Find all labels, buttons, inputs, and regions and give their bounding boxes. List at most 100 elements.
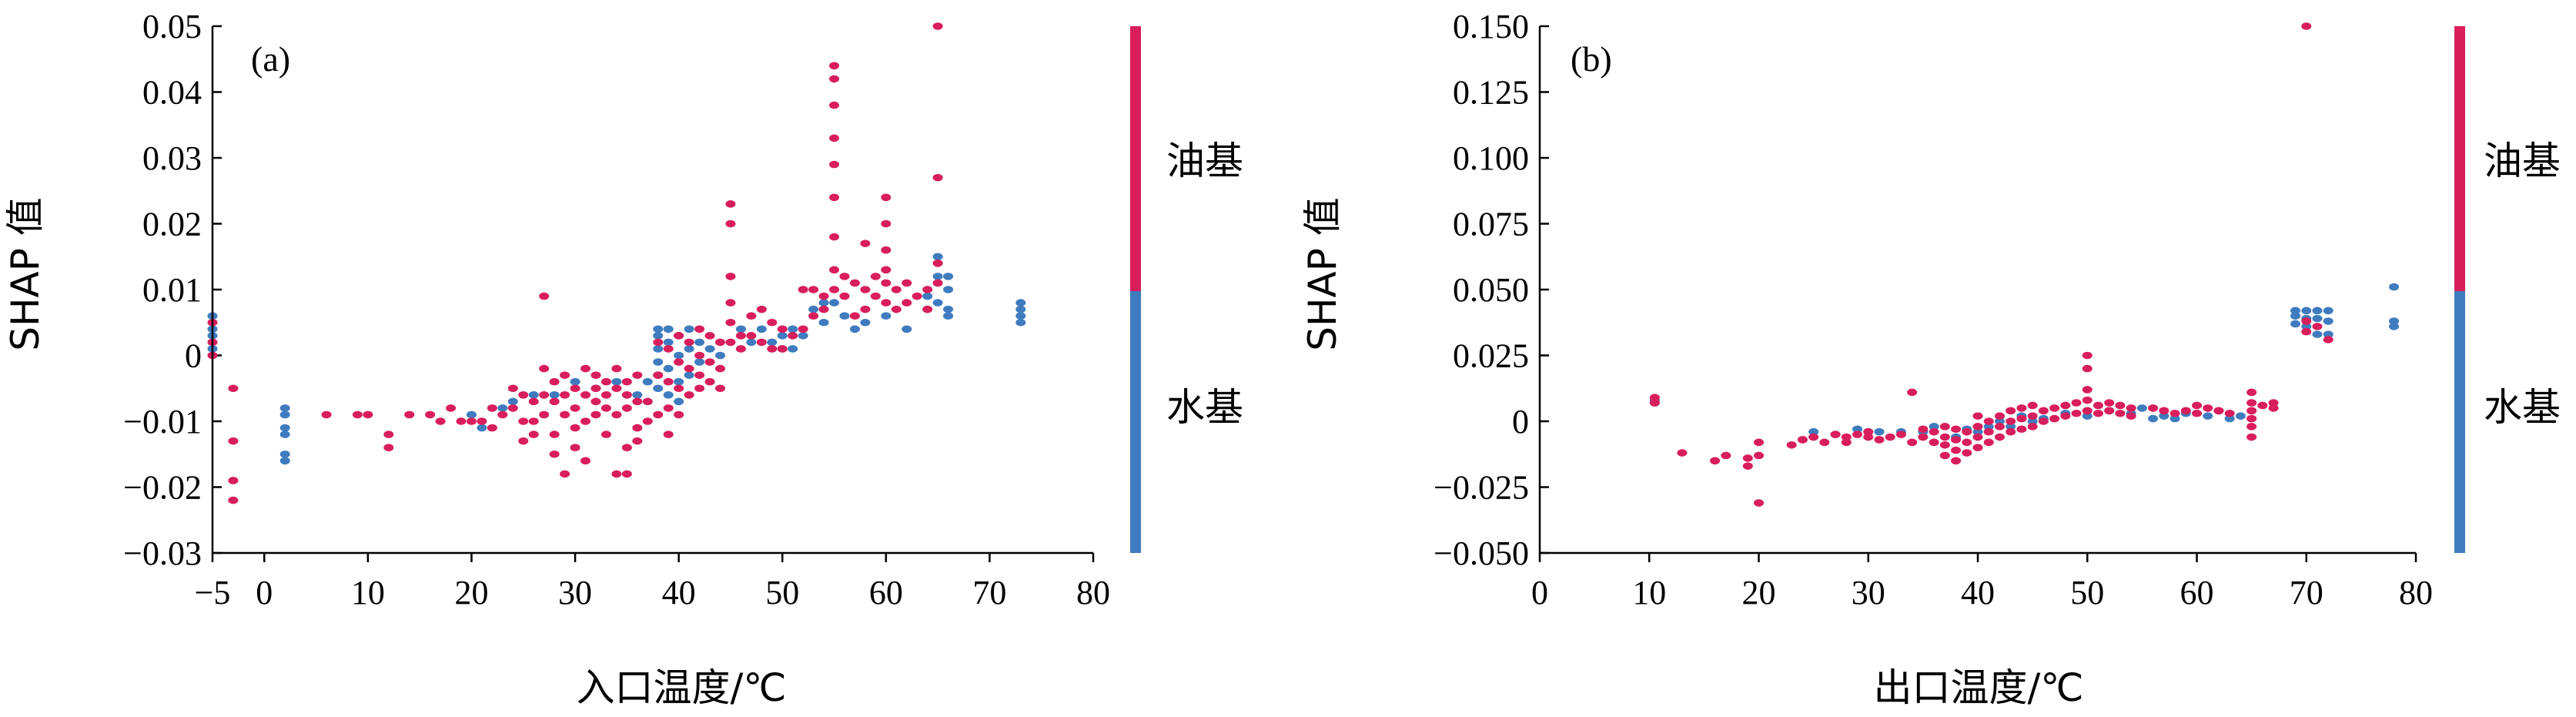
data-point (539, 391, 550, 399)
data-point (902, 279, 912, 287)
data-point (1929, 423, 1939, 431)
data-point (735, 345, 746, 353)
data-point (425, 410, 436, 419)
data-point (1808, 427, 1819, 436)
data-point (860, 305, 871, 313)
data-point (2235, 412, 2246, 420)
data-point (808, 305, 819, 313)
data-point (1929, 438, 1939, 447)
data-point (829, 286, 840, 293)
panel-b-points (1649, 22, 2400, 507)
panel-a: SHAP 值 入口温度/℃ −0.03 −0.02 −0.01 0 0.01 0.02 0.… (3, 8, 1243, 710)
panel-b-label: (b) (1571, 39, 1612, 79)
data-point (539, 292, 550, 300)
data-point (663, 364, 674, 373)
data-point (279, 424, 290, 432)
data-point (1972, 427, 1983, 436)
data-point (881, 299, 892, 307)
panel-b-x-tick-label: 70 (2290, 574, 2323, 611)
data-point (1939, 451, 1950, 460)
data-point (2148, 414, 2159, 423)
data-point (1951, 457, 1962, 465)
data-point (932, 299, 943, 307)
data-point (549, 450, 560, 458)
data-point (694, 351, 705, 360)
panel-b-y-tick-label: 0.125 (1453, 74, 1529, 112)
series-oil (1649, 22, 2333, 507)
data-point (818, 305, 829, 313)
data-point (2093, 401, 2103, 410)
data-point (735, 325, 746, 333)
data-point (2213, 407, 2224, 415)
data-point (2323, 336, 2333, 343)
data-point (2192, 401, 2202, 410)
data-point (539, 410, 550, 419)
data-point (1015, 299, 1026, 307)
data-point (902, 299, 912, 307)
panel-b-x-tick-label: 0 (1531, 574, 1548, 611)
panel-b-ticks: −0.050 −0.025 0 0.025 0.050 0.075 0.100 0.125 0.… (1434, 8, 2433, 611)
data-point (663, 325, 674, 333)
data-point (2323, 307, 2333, 315)
data-point (2093, 409, 2103, 417)
data-point (621, 470, 632, 478)
data-point (653, 358, 664, 366)
data-point (228, 384, 239, 393)
data-point (746, 312, 757, 320)
data-point (2246, 414, 2257, 423)
data-point (2148, 404, 2159, 412)
panel-b-y-tick-label: −0.050 (1434, 534, 1529, 572)
data-point (756, 338, 767, 347)
data-point (943, 286, 954, 293)
data-point (767, 345, 778, 353)
data-point (611, 377, 622, 386)
data-point (2027, 412, 2038, 420)
data-point (1907, 388, 1918, 397)
panel-a-y-axis-title: SHAP 值 (3, 197, 48, 351)
data-point (2104, 407, 2115, 415)
panel-a-points (207, 22, 1026, 504)
panel-a-legend-oil-label: 油基 (1166, 139, 1243, 183)
data-point (487, 404, 497, 412)
data-point (1962, 427, 1972, 436)
data-point (1939, 441, 1950, 449)
data-point (725, 219, 736, 228)
data-point (2257, 401, 2268, 410)
data-point (352, 410, 363, 419)
data-point (684, 364, 694, 373)
data-point (1939, 423, 1950, 431)
panel-b-legend-water-label: 水基 (2484, 385, 2561, 430)
data-point (446, 404, 457, 412)
data-point (466, 410, 477, 419)
data-point (404, 410, 415, 419)
data-point (653, 332, 664, 340)
data-point (674, 332, 684, 340)
panel-b-legend-oil-label: 油基 (2484, 139, 2561, 183)
data-point (2082, 407, 2093, 415)
panel-a-x-tick-label: 80 (1076, 574, 1110, 611)
data-point (704, 345, 715, 353)
data-point (725, 273, 736, 280)
data-point (1895, 431, 1906, 438)
data-point (1972, 444, 1983, 451)
data-point (932, 173, 943, 182)
data-point (2060, 401, 2071, 410)
data-point (870, 273, 881, 280)
data-point (1819, 438, 1830, 447)
panel-b-y-axis-title: SHAP 值 (1300, 197, 1345, 351)
data-point (2082, 386, 2093, 394)
panel-a-legend-oil-bar (1130, 26, 1141, 291)
data-point (632, 437, 643, 445)
data-point (1962, 438, 1972, 447)
data-point (704, 358, 715, 366)
series-water (207, 253, 1026, 465)
data-point (2192, 409, 2202, 417)
data-point (1808, 433, 1819, 441)
data-point (777, 332, 788, 340)
data-point (1951, 425, 1962, 434)
panel-a-x-tick-label: 20 (454, 574, 488, 611)
data-point (714, 384, 725, 393)
data-point (1874, 427, 1885, 436)
data-point (518, 417, 529, 425)
data-point (704, 377, 715, 386)
